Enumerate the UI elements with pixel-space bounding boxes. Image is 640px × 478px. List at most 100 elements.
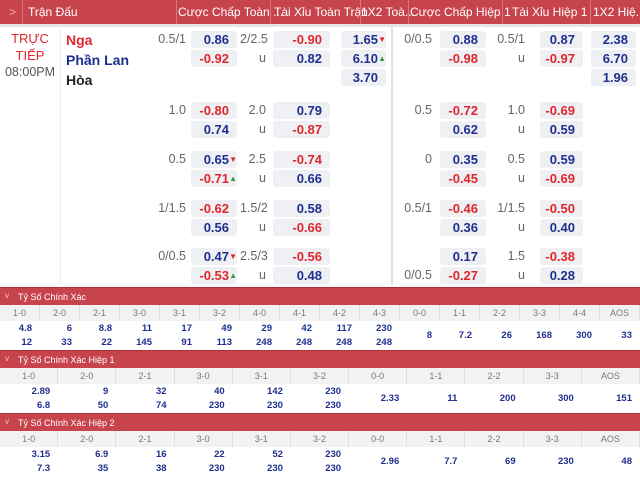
ou-odds-button[interactable]: -0.66 <box>273 219 330 236</box>
score-odds[interactable]: 17 <box>181 323 192 334</box>
h1_ou-odds-button[interactable]: -0.69 <box>540 102 583 119</box>
away-team[interactable]: Phần Lan <box>66 52 130 68</box>
score-odds[interactable]: 230 <box>325 386 342 397</box>
ou-odds-button[interactable]: -0.74 <box>273 151 330 168</box>
score-odds[interactable]: 74 <box>155 400 167 411</box>
score-odds[interactable]: 16 <box>155 449 167 460</box>
score-odds[interactable]: 2.89 <box>31 386 51 397</box>
hdp-odds-button[interactable]: 0.86 <box>191 31 237 48</box>
score-odds[interactable]: 33 <box>621 330 632 341</box>
h1_hdp-odds-button[interactable]: -0.46 <box>440 200 486 217</box>
col-1x2-ft[interactable]: 1X2 Toà... <box>361 5 415 19</box>
score-odds[interactable]: 230 <box>325 463 342 474</box>
score-odds[interactable]: 91 <box>181 337 192 348</box>
score-odds[interactable]: 40 <box>214 386 225 397</box>
score-odds[interactable]: 113 <box>216 337 232 348</box>
score-odds[interactable]: 69 <box>505 456 516 467</box>
col-hdp-ft[interactable]: Cược Chấp Toàn ... <box>178 5 284 19</box>
x12-odds-button[interactable]: 6.10 ▲ <box>341 50 386 67</box>
hdp-odds-button[interactable]: 0.56 <box>191 219 237 236</box>
h1_ou-odds-button[interactable]: -0.97 <box>540 50 583 67</box>
score-odds[interactable]: 48 <box>621 456 632 467</box>
score-odds[interactable]: 230 <box>376 323 392 334</box>
score-odds[interactable]: 117 <box>336 323 352 334</box>
score-odds[interactable]: 6.9 <box>95 449 109 460</box>
score-odds[interactable]: 142 <box>267 386 283 397</box>
score-odds[interactable]: 230 <box>325 400 342 411</box>
score-odds[interactable]: 8 <box>426 330 432 341</box>
score-odds[interactable]: 29 <box>261 323 272 334</box>
hdp-odds-button[interactable]: -0.71 ▲ <box>191 170 237 187</box>
hdp-odds-button[interactable]: -0.53 ▲ <box>191 267 237 284</box>
chevron-down-icon[interactable]: v <box>5 417 9 426</box>
score-odds[interactable]: 230 <box>557 456 574 467</box>
score-odds[interactable]: 230 <box>208 400 225 411</box>
col-ou-h1[interactable]: Tài Xỉu Hiệp 1 <box>512 5 588 19</box>
h1_ou-odds-button[interactable]: -0.50 <box>540 200 583 217</box>
x12-odds-button[interactable]: 3.70 <box>341 69 386 86</box>
hdp-odds-button[interactable]: -0.62 <box>191 200 237 217</box>
score-odds[interactable]: 49 <box>221 323 232 334</box>
ou-odds-button[interactable]: 0.58 <box>273 200 330 217</box>
col-hdp-h1[interactable]: Cược Chấp Hiệp 1 <box>410 5 511 19</box>
score-odds[interactable]: 300 <box>576 330 592 341</box>
hdp-odds-button[interactable]: -0.92 <box>191 50 237 67</box>
score-odds[interactable]: 33 <box>61 337 72 348</box>
score-odds[interactable]: 151 <box>616 393 632 404</box>
h1_hdp-odds-button[interactable]: -0.98 <box>440 50 486 67</box>
score-odds[interactable]: 22 <box>214 449 225 460</box>
h1_hdp-odds-button[interactable]: 0.62 <box>440 121 486 138</box>
score-odds[interactable]: 22 <box>101 337 112 348</box>
expand-icon[interactable]: > <box>9 5 17 19</box>
score-odds[interactable]: 7.2 <box>458 330 472 341</box>
score-odds[interactable]: 38 <box>155 463 167 474</box>
score-odds[interactable]: 230 <box>267 463 283 474</box>
section-header[interactable]: v Tỷ Số Chính Xác Hiệp 2 <box>0 413 640 431</box>
h1_x12-odds-button[interactable]: 1.96 <box>591 69 636 86</box>
score-odds[interactable]: 50 <box>97 400 109 411</box>
score-odds[interactable]: 6.8 <box>36 400 51 411</box>
col-ou-ft[interactable]: Tài Xỉu Toàn Trận <box>274 5 368 19</box>
score-odds[interactable]: 2.33 <box>380 393 400 404</box>
h1_hdp-odds-button[interactable]: 0.35 <box>440 151 486 168</box>
hdp-odds-button[interactable]: -0.80 <box>191 102 237 119</box>
h1_ou-odds-button[interactable]: 0.40 <box>540 219 583 236</box>
ou-odds-button[interactable]: 0.48 <box>273 267 330 284</box>
x12-odds-button[interactable]: 1.65 ▼ <box>341 31 386 48</box>
score-odds[interactable]: 11 <box>141 323 152 334</box>
score-odds[interactable]: 4.8 <box>18 323 32 334</box>
score-odds[interactable]: 8.8 <box>98 323 112 334</box>
ou-odds-button[interactable]: 0.66 <box>273 170 330 187</box>
score-odds[interactable]: 32 <box>155 386 167 397</box>
score-odds[interactable]: 248 <box>256 337 272 348</box>
hdp-odds-button[interactable]: 0.74 <box>191 121 237 138</box>
ou-odds-button[interactable]: 0.82 <box>273 50 330 67</box>
score-odds[interactable]: 200 <box>499 393 516 404</box>
score-odds[interactable]: 12 <box>21 337 32 348</box>
score-odds[interactable]: 6 <box>66 323 72 334</box>
h1_hdp-odds-button[interactable]: 0.36 <box>440 219 486 236</box>
score-odds[interactable]: 35 <box>97 463 109 474</box>
score-odds[interactable]: 248 <box>376 337 392 348</box>
hdp-odds-button[interactable]: 0.65 ▼ <box>191 151 237 168</box>
h1_hdp-odds-button[interactable]: -0.45 <box>440 170 486 187</box>
h1_x12-odds-button[interactable]: 2.38 <box>591 31 636 48</box>
score-odds[interactable]: 7.3 <box>36 463 51 474</box>
h1_hdp-odds-button[interactable]: -0.72 <box>440 102 486 119</box>
score-odds[interactable]: 42 <box>301 323 312 334</box>
h1_hdp-odds-button[interactable]: 0.88 <box>440 31 486 48</box>
score-odds[interactable]: 230 <box>325 449 342 460</box>
score-odds[interactable]: 7.7 <box>444 456 458 467</box>
h1_hdp-odds-button[interactable]: -0.27 <box>440 267 486 284</box>
score-odds[interactable]: 11 <box>447 393 458 404</box>
score-odds[interactable]: 52 <box>272 449 283 460</box>
section-header[interactable]: v Tỷ Số Chính Xác Hiệp 1 <box>0 350 640 368</box>
hdp-odds-button[interactable]: 0.47 ▼ <box>191 248 237 265</box>
home-team[interactable]: Nga <box>66 32 93 48</box>
chevron-down-icon[interactable]: v <box>5 291 9 300</box>
score-odds[interactable]: 248 <box>336 337 352 348</box>
ou-odds-button[interactable]: 0.79 <box>273 102 330 119</box>
h1_ou-odds-button[interactable]: -0.69 <box>540 170 583 187</box>
h1_hdp-odds-button[interactable]: 0.17 <box>440 248 486 265</box>
ou-odds-button[interactable]: -0.90 <box>273 31 330 48</box>
